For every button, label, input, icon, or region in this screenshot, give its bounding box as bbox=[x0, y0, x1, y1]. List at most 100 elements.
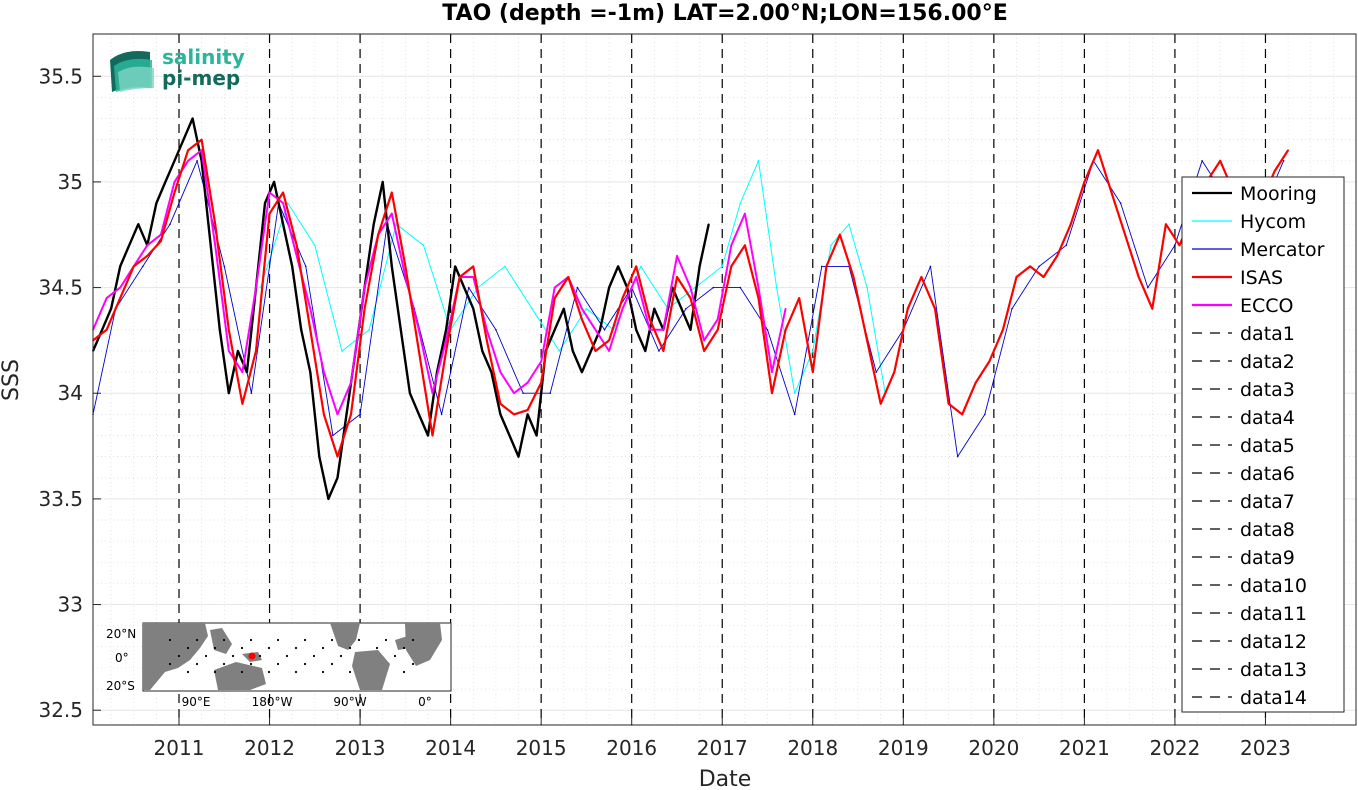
map-mooring-dot bbox=[168, 638, 172, 642]
chart-title: TAO (depth =-1m) LAT=2.00°N;LON=156.00°E bbox=[442, 1, 1007, 26]
map-mooring-dot bbox=[267, 646, 271, 650]
point-mooring bbox=[517, 455, 520, 458]
map-mooring-dot bbox=[240, 670, 244, 674]
y-axis: 32.5 33 33.5 34 34.5 35 35.5 bbox=[38, 64, 101, 722]
point-mooring bbox=[173, 160, 176, 162]
point-hycom bbox=[314, 244, 316, 247]
y-tick-label: 35 bbox=[58, 170, 83, 194]
legend-label: ISAS bbox=[1240, 267, 1283, 289]
point-isas bbox=[662, 350, 665, 352]
point-ecco bbox=[323, 371, 325, 373]
map-mooring-dot bbox=[357, 638, 361, 642]
series-group bbox=[91, 117, 1290, 501]
point-ecco bbox=[255, 286, 257, 289]
point-isas bbox=[988, 360, 991, 363]
point-isas bbox=[309, 329, 312, 331]
point-mooring bbox=[572, 350, 574, 352]
point-ecco bbox=[621, 307, 624, 310]
point-isas bbox=[757, 297, 760, 299]
point-isas bbox=[200, 138, 203, 141]
legend-label: data14 bbox=[1240, 687, 1307, 709]
point-mercator bbox=[305, 265, 307, 268]
point-ecco bbox=[635, 276, 637, 278]
point-isas bbox=[1097, 149, 1099, 151]
point-ecco bbox=[295, 255, 298, 257]
map-mooring-dot bbox=[402, 670, 406, 674]
point-isas bbox=[730, 265, 733, 268]
point-mercator bbox=[1038, 265, 1040, 268]
point-mooring bbox=[191, 117, 194, 120]
map-land bbox=[143, 623, 442, 690]
point-mooring bbox=[454, 265, 457, 268]
point-ecco bbox=[513, 392, 515, 395]
point-ecco bbox=[119, 286, 121, 289]
y-tick-label: 33.5 bbox=[38, 487, 83, 511]
point-mooring bbox=[599, 329, 601, 331]
map-mooring-dot bbox=[276, 662, 280, 666]
point-isas bbox=[961, 413, 963, 416]
point-isas bbox=[336, 455, 339, 458]
point-hycom bbox=[558, 350, 561, 352]
map-mooring-dot bbox=[411, 638, 415, 642]
point-mercator bbox=[1011, 307, 1013, 310]
point-isas bbox=[852, 276, 855, 278]
point-mercator bbox=[169, 223, 171, 225]
map-mooring-dot bbox=[222, 662, 226, 666]
point-hycom bbox=[504, 265, 506, 268]
legend: Mooring Hycom Mercator ISAS ECCO data1 data2 da… bbox=[1181, 176, 1345, 713]
point-hycom bbox=[775, 286, 778, 289]
point-mooring bbox=[490, 371, 493, 373]
point-mooring bbox=[472, 307, 475, 310]
point-hycom bbox=[286, 202, 289, 204]
point-mooring bbox=[327, 498, 330, 500]
point-ecco bbox=[241, 371, 244, 373]
point-mooring bbox=[264, 202, 266, 204]
point-mooring bbox=[300, 329, 303, 331]
y-tick-label: 34 bbox=[58, 381, 83, 405]
point-ecco bbox=[391, 212, 393, 215]
map-lat-label-s: 20°S bbox=[106, 679, 135, 693]
point-isas bbox=[716, 329, 719, 331]
point-mooring bbox=[318, 455, 321, 458]
point-ecco bbox=[309, 307, 312, 310]
point-ecco bbox=[445, 339, 447, 342]
point-hycom bbox=[739, 202, 742, 204]
point-ecco bbox=[553, 286, 556, 289]
map-mooring-dot bbox=[348, 646, 352, 650]
point-isas bbox=[173, 191, 176, 194]
point-mercator bbox=[984, 413, 986, 416]
point-ecco bbox=[268, 191, 271, 194]
point-hycom bbox=[721, 265, 723, 268]
map-mooring-dot bbox=[393, 654, 397, 658]
point-ecco bbox=[472, 276, 475, 278]
point-isas bbox=[1056, 255, 1058, 257]
map-mooring-dot bbox=[267, 670, 271, 674]
point-isas bbox=[676, 276, 678, 278]
map-mooring-dot bbox=[195, 662, 199, 666]
point-isas bbox=[187, 149, 189, 151]
point-isas bbox=[744, 244, 746, 247]
point-ecco bbox=[105, 297, 108, 299]
point-mooring bbox=[499, 413, 502, 416]
map-mooring-dot bbox=[312, 654, 316, 658]
point-mooring bbox=[391, 265, 393, 268]
map-mooring-dot bbox=[177, 654, 181, 658]
map-mooring-dot bbox=[276, 638, 280, 642]
point-mercator bbox=[359, 413, 361, 416]
x-tick-label: 2020 bbox=[968, 736, 1019, 760]
map-lon-label-90e: 90°E bbox=[182, 695, 211, 709]
map-mooring-dot bbox=[303, 638, 307, 642]
point-isas bbox=[1110, 191, 1113, 194]
point-mooring bbox=[309, 371, 312, 373]
y-tick-label: 33 bbox=[58, 593, 83, 617]
point-hycom bbox=[793, 392, 796, 395]
logo: salinity pi-mep bbox=[110, 45, 245, 92]
y-axis-label: SSS bbox=[0, 359, 24, 401]
point-hycom bbox=[531, 307, 533, 310]
point-mercator bbox=[1174, 244, 1176, 247]
point-hycom bbox=[422, 244, 425, 247]
point-hycom bbox=[812, 350, 814, 352]
point-isas bbox=[513, 413, 515, 416]
point-isas bbox=[1165, 223, 1167, 225]
